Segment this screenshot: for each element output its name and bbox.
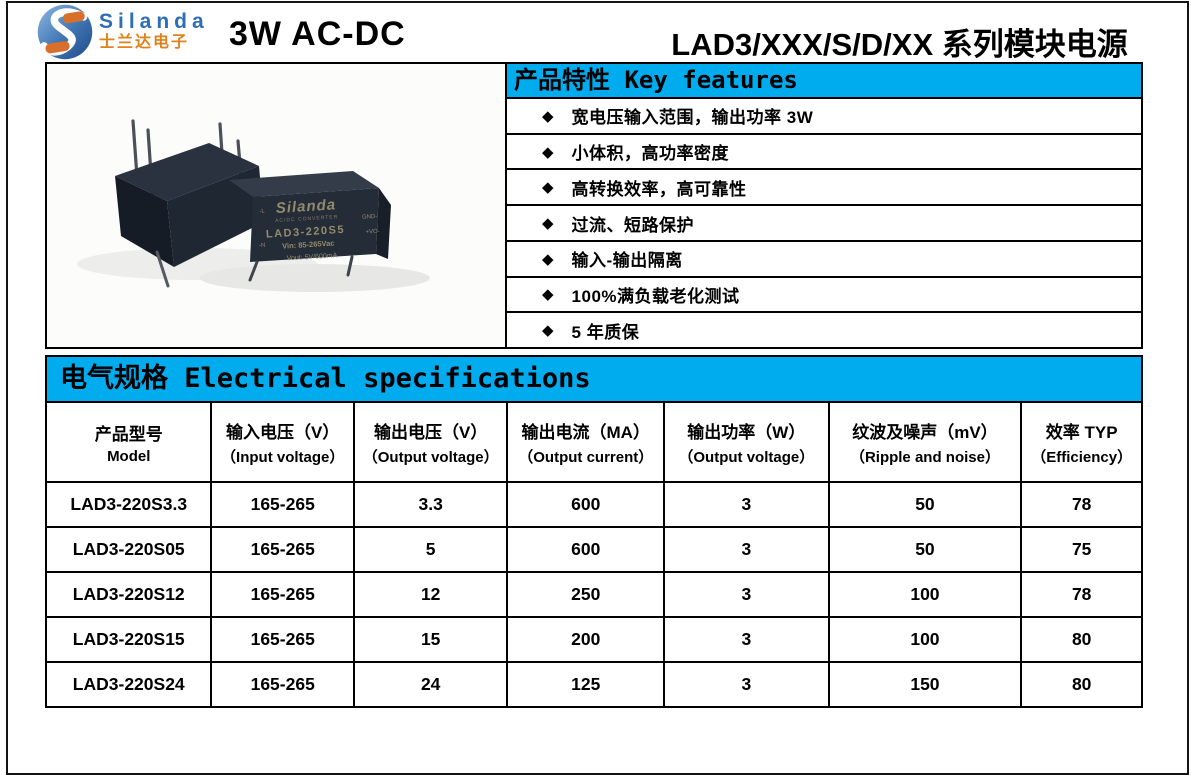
spec-cell: LAD3-220S24 — [44, 661, 213, 708]
feature-text: 输入-输出隔离 — [571, 251, 683, 271]
spec-row: LAD3-220S05 165-265 5 600 3 50 75 — [44, 526, 1143, 573]
spec-cell: 165-265 — [210, 571, 355, 618]
diamond-bullet-icon: ◆ — [542, 179, 554, 197]
diamond-bullet-icon: ◆ — [542, 322, 554, 340]
electrical-specs-title: 电气规格 Electrical specifications — [45, 355, 1143, 403]
series-title: LAD3/XXX/S/D/XX 系列模块电源 — [671, 27, 1128, 62]
spec-cell: 165-265 — [210, 526, 355, 573]
spec-cell: 50 — [827, 481, 1023, 528]
diamond-bullet-icon: ◆ — [542, 143, 554, 161]
key-features-section: 产品特性 Key features ◆ 宽电压输入范围，输出功率 3W ◆ 小体… — [505, 62, 1143, 350]
spec-cell: 78 — [1020, 481, 1143, 528]
logo-subtitle: 士兰达电子 — [99, 34, 190, 52]
front-module-icon — [229, 171, 391, 282]
spec-column-header: 产品型号 Model — [44, 401, 213, 483]
spec-cell: 165-265 — [210, 481, 355, 528]
diamond-bullet-icon: ◆ — [542, 107, 554, 125]
spec-row: LAD3-220S3.3 165-265 3.3 600 3 50 78 — [44, 481, 1143, 528]
feature-item: ◆ 输入-输出隔离 — [505, 239, 1143, 278]
spec-cell: 3 — [663, 526, 830, 573]
logo-name: Silanda — [99, 10, 209, 33]
spec-cell: 165-265 — [210, 616, 355, 663]
datasheet-header: Silanda 士兰达电子 3W AC-DC LAD3/XXX/S/D/XX 系… — [7, 2, 1189, 62]
key-features-title: 产品特性 Key features — [505, 62, 1143, 99]
spec-cell: LAD3-220S3.3 — [44, 481, 213, 528]
product-class-title: 3W AC-DC — [229, 15, 406, 53]
spec-cell: 250 — [506, 571, 666, 618]
spec-cell: 50 — [827, 526, 1023, 573]
spec-column-header: 纹波及噪声（mV） （Ripple and noise） — [827, 401, 1023, 483]
feature-item: ◆ 高转换效率，高可靠性 — [505, 168, 1143, 207]
spec-cell: 3 — [663, 481, 830, 528]
spec-column-header: 输出电流（MA） （Output current） — [506, 401, 666, 483]
spec-cell: 600 — [506, 526, 666, 573]
diamond-bullet-icon: ◆ — [542, 250, 554, 268]
spec-column-header: 输出功率（W） （Output voltage） — [663, 401, 830, 483]
module-pin-n-label: -N — [259, 243, 266, 249]
module-pin-vo-label: +VO- — [365, 229, 380, 236]
spec-cell: 12 — [352, 571, 509, 618]
spec-cell: LAD3-220S12 — [44, 571, 213, 618]
feature-item: ◆ 5 年质保 — [505, 311, 1143, 350]
spec-cell: 125 — [506, 661, 666, 708]
feature-text: 小体积，高功率密度 — [571, 144, 730, 164]
module-type-label: AC/DC CONVERTER — [275, 214, 338, 224]
module-pin-gnd-label: GND- — [362, 214, 378, 221]
silanda-logo-icon — [37, 4, 93, 60]
diamond-bullet-icon: ◆ — [542, 286, 554, 304]
spec-cell: LAD3-220S05 — [44, 526, 213, 573]
spec-cell: 100 — [827, 571, 1023, 618]
spec-cell: 15 — [352, 616, 509, 663]
product-photo-box: Silanda AC/DC CONVERTER LAD3-220S5 Vin: … — [45, 62, 507, 349]
spec-cell: 78 — [1020, 571, 1143, 618]
module-brand-label: Silanda — [275, 196, 336, 217]
spec-column-header: 输入电压（V） （Input voltage） — [210, 401, 355, 483]
diamond-bullet-icon: ◆ — [542, 215, 554, 233]
spec-cell: 100 — [827, 616, 1023, 663]
spec-cell: 3 — [663, 661, 830, 708]
spec-header-row: 产品型号 Model 输入电压（V） （Input voltage） 输出电压（V） （O… — [44, 401, 1143, 483]
module-vout-label: Vout: 5V/600mA — [287, 252, 338, 262]
spec-cell: 80 — [1020, 661, 1143, 708]
feature-item: ◆ 宽电压输入范围，输出功率 3W — [505, 97, 1143, 135]
spec-cell: 200 — [506, 616, 666, 663]
spec-row: LAD3-220S24 165-265 24 125 3 150 80 — [44, 661, 1143, 708]
module-pin-l-label: -L — [259, 209, 265, 215]
spec-cell: 24 — [352, 661, 509, 708]
module-vin-label: Vin: 85-265Vac — [282, 238, 335, 250]
electrical-specs-section: 电气规格 Electrical specifications 产品型号 Model… — [44, 355, 1143, 708]
spec-cell: 3 — [663, 616, 830, 663]
feature-item: ◆ 过流、短路保护 — [505, 204, 1143, 242]
spec-column-header: 输出电压（V） （Output voltage） — [352, 401, 509, 483]
spec-cell: 165-265 — [210, 661, 355, 708]
spec-cell: 80 — [1020, 616, 1143, 663]
spec-cell: 3 — [663, 571, 830, 618]
spec-table: 产品型号 Model 输入电压（V） （Input voltage） 输出电压（V） （O… — [44, 401, 1143, 708]
feature-text: 100%满负载老化测试 — [571, 286, 740, 306]
key-features-list: ◆ 宽电压输入范围，输出功率 3W ◆ 小体积，高功率密度 ◆ 高转换效率，高可… — [505, 97, 1143, 350]
module-silkscreen-text: Silanda AC/DC CONVERTER LAD3-220S5 Vin: … — [259, 196, 380, 262]
logo-text: Silanda 士兰达电子 — [99, 10, 209, 52]
spec-cell: 600 — [506, 481, 666, 528]
feature-text: 宽电压输入范围，输出功率 3W — [571, 108, 814, 128]
spec-row: LAD3-220S12 165-265 12 250 3 100 78 — [44, 571, 1143, 618]
feature-text: 过流、短路保护 — [571, 215, 695, 235]
module-model-label: LAD3-220S5 — [266, 224, 346, 241]
back-module-icon — [115, 143, 264, 288]
spec-cell: 75 — [1020, 526, 1143, 573]
product-photo: Silanda AC/DC CONVERTER LAD3-220S5 Vin: … — [47, 64, 505, 347]
feature-text: 高转换效率，高可靠性 — [571, 179, 747, 199]
spec-cell: 5 — [352, 526, 509, 573]
spec-cell: 150 — [827, 661, 1023, 708]
feature-item: ◆ 小体积，高功率密度 — [505, 132, 1143, 171]
feature-text: 5 年质保 — [571, 322, 640, 342]
spec-row: LAD3-220S15 165-265 15 200 3 100 80 — [44, 616, 1143, 663]
spec-column-header: 效率 TYP （Efficiency） — [1020, 401, 1143, 483]
spec-cell: 3.3 — [352, 481, 509, 528]
company-logo: Silanda 士兰达电子 — [36, 3, 209, 61]
feature-item: ◆ 100%满负载老化测试 — [505, 275, 1143, 314]
spec-cell: LAD3-220S15 — [44, 616, 213, 663]
